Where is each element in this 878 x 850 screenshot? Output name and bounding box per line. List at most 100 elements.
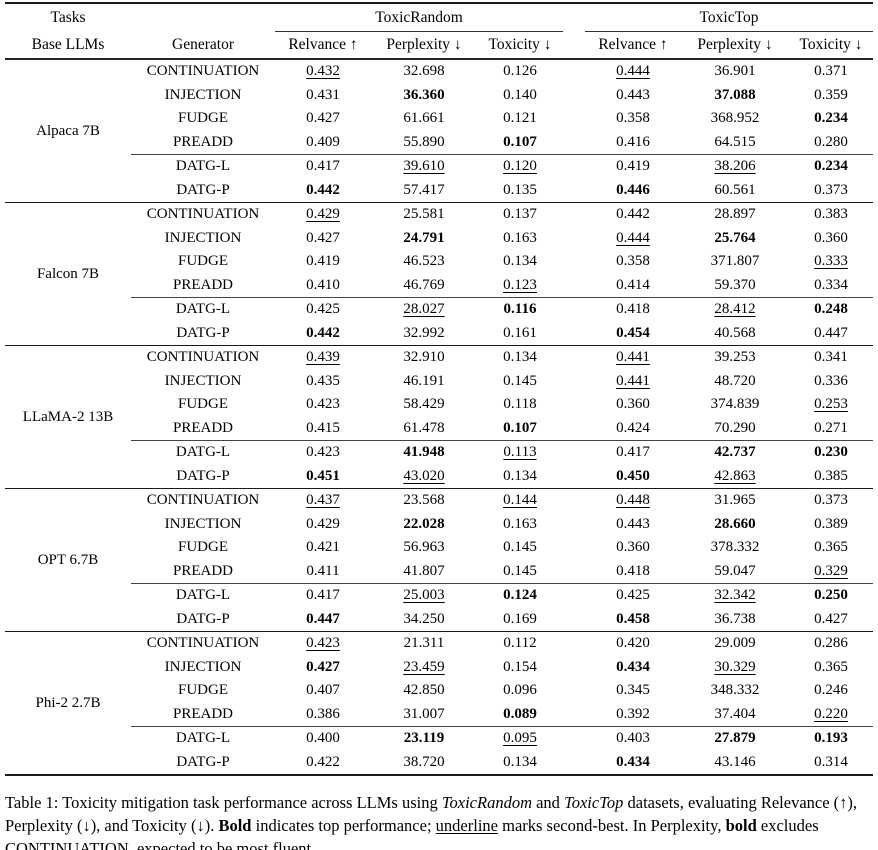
- metric-value: 0.230: [789, 440, 873, 465]
- metric-value: 0.113: [477, 440, 563, 465]
- column-gap: [563, 202, 585, 227]
- metric-value: 36.360: [403, 86, 445, 103]
- metric-value: 38.720: [403, 753, 445, 770]
- table-row: INJECTION 0.427 24.791 0.163 0.444 25.764 0.36…: [5, 227, 873, 251]
- metric-value: 0.123: [503, 276, 537, 293]
- table-row: FUDGE 0.423 58.429 0.118 0.360 374.839 0.253: [5, 393, 873, 417]
- generator-name: PREADD: [172, 705, 233, 722]
- metric-value: 0.434: [616, 658, 650, 675]
- column-gap: [563, 560, 585, 584]
- metric-value: 0.441: [616, 372, 650, 389]
- metric-value: 43.146: [714, 753, 756, 770]
- column-gap: [563, 154, 585, 179]
- header-metric-perplexity-top: Perplexity ↓: [681, 31, 789, 60]
- header-metric-toxicity-random: Toxicity ↓: [477, 31, 563, 60]
- metric-value: 0.417: [585, 440, 681, 465]
- metric-value: 0.341: [789, 345, 873, 370]
- metric-value: 0.458: [616, 610, 650, 627]
- metric-value: 0.442: [306, 181, 340, 198]
- metric-value: 0.423: [306, 396, 340, 413]
- metric-value: 0.314: [814, 753, 848, 770]
- metric-value: 0.373: [814, 181, 848, 198]
- metric-value: 59.047: [714, 562, 756, 579]
- metric-value: 42.850: [403, 682, 445, 699]
- metric-value: 59.370: [714, 276, 756, 293]
- table-row: PREADD 0.409 55.890 0.107 0.416 64.515 0.280: [5, 131, 873, 155]
- metric-value: 0.389: [814, 515, 848, 532]
- metric-value: 0.359: [814, 86, 848, 103]
- metric-value: 61.478: [403, 419, 445, 436]
- metric-value: 378.332: [710, 539, 760, 556]
- metric-value: 23.119: [371, 726, 477, 751]
- metric-value: 25.003: [371, 583, 477, 608]
- metric-value: 368.952: [710, 110, 760, 127]
- metric-value: 25.764: [714, 229, 756, 246]
- metric-value: 37.404: [714, 705, 756, 722]
- metric-value: 0.107: [503, 133, 537, 150]
- table-row: OPT 6.7B CONTINUATION 0.437 23.568 0.144 0.44…: [5, 488, 873, 632]
- column-gap: [563, 679, 585, 703]
- metric-value: 0.336: [814, 372, 848, 389]
- metric-value: 36.901: [714, 63, 756, 80]
- table-row: FUDGE 0.427 61.661 0.121 0.358 368.952 0.234: [5, 107, 873, 131]
- header-metric-toxicity-top: Toxicity ↓: [789, 31, 873, 60]
- metric-value: 0.417: [275, 154, 371, 179]
- column-gap: [563, 345, 585, 370]
- metric-value: 0.427: [306, 229, 340, 246]
- table-row: DATG-P 0.442 57.417 0.135 0.446 60.561 0.373: [5, 179, 873, 203]
- metric-value: 0.418: [585, 297, 681, 322]
- metric-value: 0.145: [503, 372, 537, 389]
- header-group-toxicrandom: ToxicRandom: [275, 3, 563, 32]
- generator-name: DATG-P: [176, 181, 230, 198]
- metric-value: 0.358: [616, 253, 650, 270]
- metric-value: 348.332: [710, 682, 760, 699]
- metric-value: 0.400: [275, 726, 371, 751]
- metric-value: 0.373: [789, 488, 873, 513]
- metric-value: 55.890: [403, 133, 445, 150]
- metric-value: 23.459: [403, 658, 445, 675]
- metric-value: 28.412: [681, 297, 789, 322]
- metric-value: 39.610: [371, 154, 477, 179]
- metric-value: 0.121: [503, 110, 537, 127]
- column-gap: [563, 297, 585, 322]
- metric-value: 22.028: [403, 515, 445, 532]
- generator-name: DATG-L: [131, 297, 275, 322]
- metric-value: 0.411: [306, 562, 340, 579]
- metric-value: 28.897: [681, 202, 789, 227]
- generator-name: INJECTION: [164, 372, 242, 389]
- metric-value: 0.420: [585, 631, 681, 656]
- metric-value: 70.290: [714, 419, 756, 436]
- metric-value: 42.863: [714, 467, 756, 484]
- metric-value: 0.126: [503, 63, 537, 80]
- column-gap: [563, 417, 585, 441]
- metric-value: 38.206: [681, 154, 789, 179]
- generator-name: FUDGE: [177, 110, 228, 127]
- table-row: DATG-P 0.422 38.720 0.134 0.434 43.146 0.314: [5, 751, 873, 776]
- metric-value: 23.568: [371, 488, 477, 513]
- table-row: PREADD 0.411 41.807 0.145 0.418 59.047 0.329: [5, 560, 873, 584]
- metric-value: 0.145: [503, 562, 537, 579]
- metric-value: 0.120: [477, 154, 563, 179]
- header-row-metrics: Base LLMs Generator Relvance ↑ Perplexit…: [5, 31, 873, 60]
- metric-value: 0.427: [306, 658, 340, 675]
- metric-value: 0.442: [585, 202, 681, 227]
- metric-value: 0.154: [503, 658, 537, 675]
- metric-value: 28.027: [371, 297, 477, 322]
- metric-value: 0.112: [477, 631, 563, 656]
- metric-value: 0.386: [306, 705, 340, 722]
- metric-value: 0.234: [814, 110, 848, 127]
- metric-value: 0.434: [616, 753, 650, 770]
- generator-name: PREADD: [172, 562, 233, 579]
- column-gap: [563, 656, 585, 680]
- metric-value: 0.193: [789, 726, 873, 751]
- metric-value: 0.286: [789, 631, 873, 656]
- metric-value: 0.253: [814, 396, 848, 413]
- metric-value: 57.417: [403, 181, 445, 198]
- generator-name: CONTINUATION: [146, 63, 260, 80]
- generator-name: INJECTION: [164, 658, 242, 675]
- metric-value: 0.385: [814, 467, 848, 484]
- metric-value: 0.360: [814, 229, 848, 246]
- header-column-gap: [563, 31, 585, 60]
- column-gap: [563, 59, 585, 84]
- metric-value: 0.107: [503, 419, 537, 436]
